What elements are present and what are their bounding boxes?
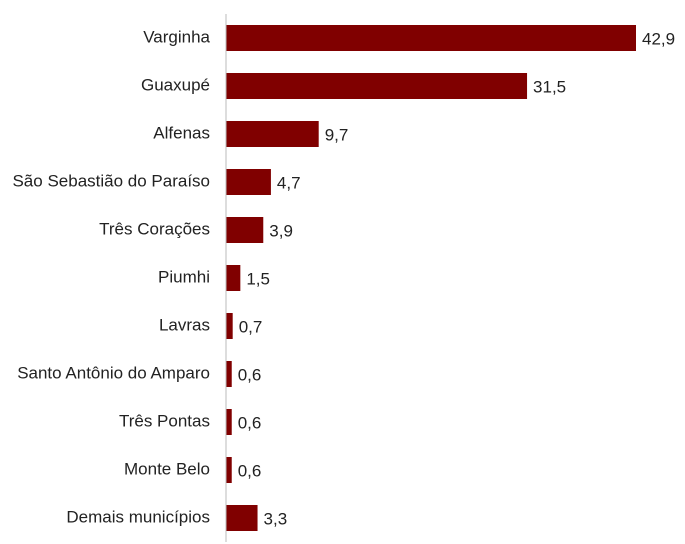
bar — [226, 217, 264, 243]
category-label: Guaxupé — [141, 75, 210, 94]
value-label: 0,6 — [238, 413, 262, 432]
value-label: 31,5 — [533, 77, 566, 96]
value-label: 0,7 — [239, 317, 263, 336]
category-label: São Sebastião do Paraíso — [12, 171, 210, 190]
value-label: 0,6 — [238, 461, 262, 480]
category-label: Lavras — [159, 315, 210, 334]
category-label: Monte Belo — [124, 459, 210, 478]
value-label: 42,9 — [642, 29, 675, 48]
category-label: Três Pontas — [119, 411, 210, 430]
category-label: Três Corações — [99, 219, 210, 238]
value-label: 0,6 — [238, 365, 262, 384]
bar — [226, 169, 271, 195]
bar — [226, 361, 232, 387]
value-label: 9,7 — [325, 125, 349, 144]
category-label: Varginha — [143, 27, 210, 46]
bar — [226, 313, 233, 339]
value-label: 4,7 — [277, 173, 301, 192]
bar — [226, 505, 258, 531]
bar — [226, 265, 241, 291]
value-label: 3,9 — [269, 221, 293, 240]
category-label: Alfenas — [153, 123, 210, 142]
category-label: Santo Antônio do Amparo — [17, 363, 210, 382]
bar — [226, 121, 319, 147]
bar — [226, 73, 528, 99]
category-label: Piumhi — [158, 267, 210, 286]
bar — [226, 457, 232, 483]
bar — [226, 409, 232, 435]
bar — [226, 25, 636, 51]
category-label: Demais municípios — [66, 507, 210, 526]
value-label: 1,5 — [246, 269, 270, 288]
value-label: 3,3 — [264, 509, 288, 528]
